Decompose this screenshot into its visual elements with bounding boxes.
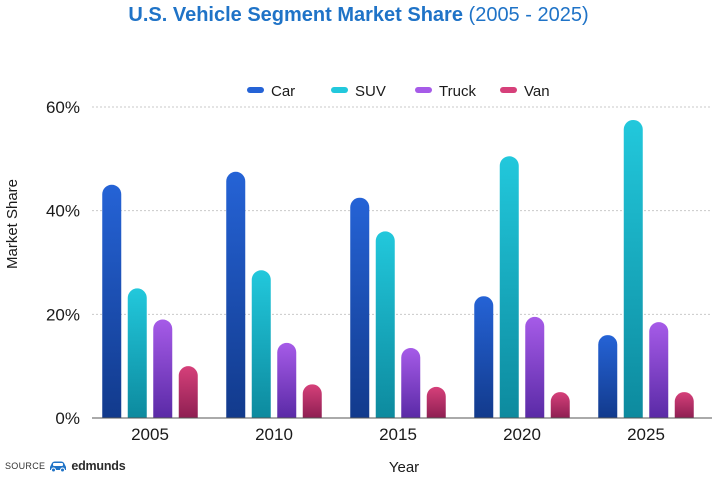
legend-swatch bbox=[500, 87, 517, 93]
source-brand: edmunds bbox=[71, 459, 126, 473]
bar-car-2010 bbox=[226, 171, 246, 418]
bar-car-2015 bbox=[350, 197, 370, 418]
legend-label: Car bbox=[271, 83, 295, 100]
bar-van-2010 bbox=[302, 384, 322, 418]
x-tick-label: 2010 bbox=[255, 425, 293, 444]
bar-truck-2025 bbox=[649, 322, 669, 418]
bar-suv-2015 bbox=[375, 231, 395, 418]
source-label: SOURCE bbox=[5, 461, 46, 471]
bar-van-2015 bbox=[426, 386, 446, 418]
legend-label: Van bbox=[524, 83, 550, 100]
bar-truck-2015 bbox=[401, 348, 421, 418]
bar-suv-2005 bbox=[127, 288, 147, 418]
bar-van-2025 bbox=[674, 392, 694, 418]
y-axis-label: Market Share bbox=[4, 179, 21, 269]
bar-suv-2020 bbox=[499, 156, 519, 418]
x-tick-label: 2015 bbox=[379, 425, 417, 444]
legend-swatch bbox=[331, 87, 348, 93]
gridlines bbox=[92, 106, 712, 315]
bar-van-2005 bbox=[178, 366, 198, 418]
legend-item-car: Car bbox=[247, 83, 295, 100]
bar-suv-2025 bbox=[623, 119, 643, 419]
bar-car-2005 bbox=[102, 184, 122, 418]
y-tick-label: 20% bbox=[46, 305, 80, 324]
bar-car-2025 bbox=[598, 335, 618, 418]
x-tick-label: 2025 bbox=[627, 425, 665, 444]
x-tick-label: 2005 bbox=[131, 425, 169, 444]
bar-truck-2005 bbox=[153, 319, 173, 418]
legend-item-van: Van bbox=[500, 83, 550, 100]
bar-van-2020 bbox=[550, 392, 570, 418]
legend-label: SUV bbox=[355, 83, 386, 100]
source-attribution: SOURCE edmunds bbox=[5, 459, 126, 473]
chart-title: U.S. Vehicle Segment Market Share (2005 … bbox=[0, 2, 717, 28]
legend-item-suv: SUV bbox=[331, 83, 386, 100]
legend: Car SUV Truck Van bbox=[247, 83, 550, 100]
car-icon bbox=[50, 461, 67, 473]
bars bbox=[102, 119, 694, 419]
legend-swatch bbox=[415, 87, 432, 93]
bar-truck-2010 bbox=[277, 342, 297, 418]
y-tick-label: 60% bbox=[46, 98, 80, 117]
x-tick-label: 2020 bbox=[503, 425, 541, 444]
x-axis-label: Year bbox=[389, 459, 419, 476]
bar-car-2020 bbox=[474, 296, 494, 418]
legend-item-truck: Truck bbox=[415, 83, 476, 100]
y-axis: 0% 20% 40% 60% bbox=[46, 98, 80, 428]
chart-title-sub: (2005 - 2025) bbox=[468, 4, 589, 26]
bar-suv-2010 bbox=[251, 270, 271, 418]
legend-label: Truck bbox=[439, 83, 476, 100]
x-axis: 2005 2010 2015 2020 2025 bbox=[92, 417, 712, 444]
y-tick-label: 40% bbox=[46, 202, 80, 221]
y-tick-label: 0% bbox=[55, 409, 80, 428]
bar-truck-2020 bbox=[525, 316, 545, 418]
chart-title-main: U.S. Vehicle Segment Market Share bbox=[128, 4, 463, 26]
legend-swatch bbox=[247, 87, 264, 93]
